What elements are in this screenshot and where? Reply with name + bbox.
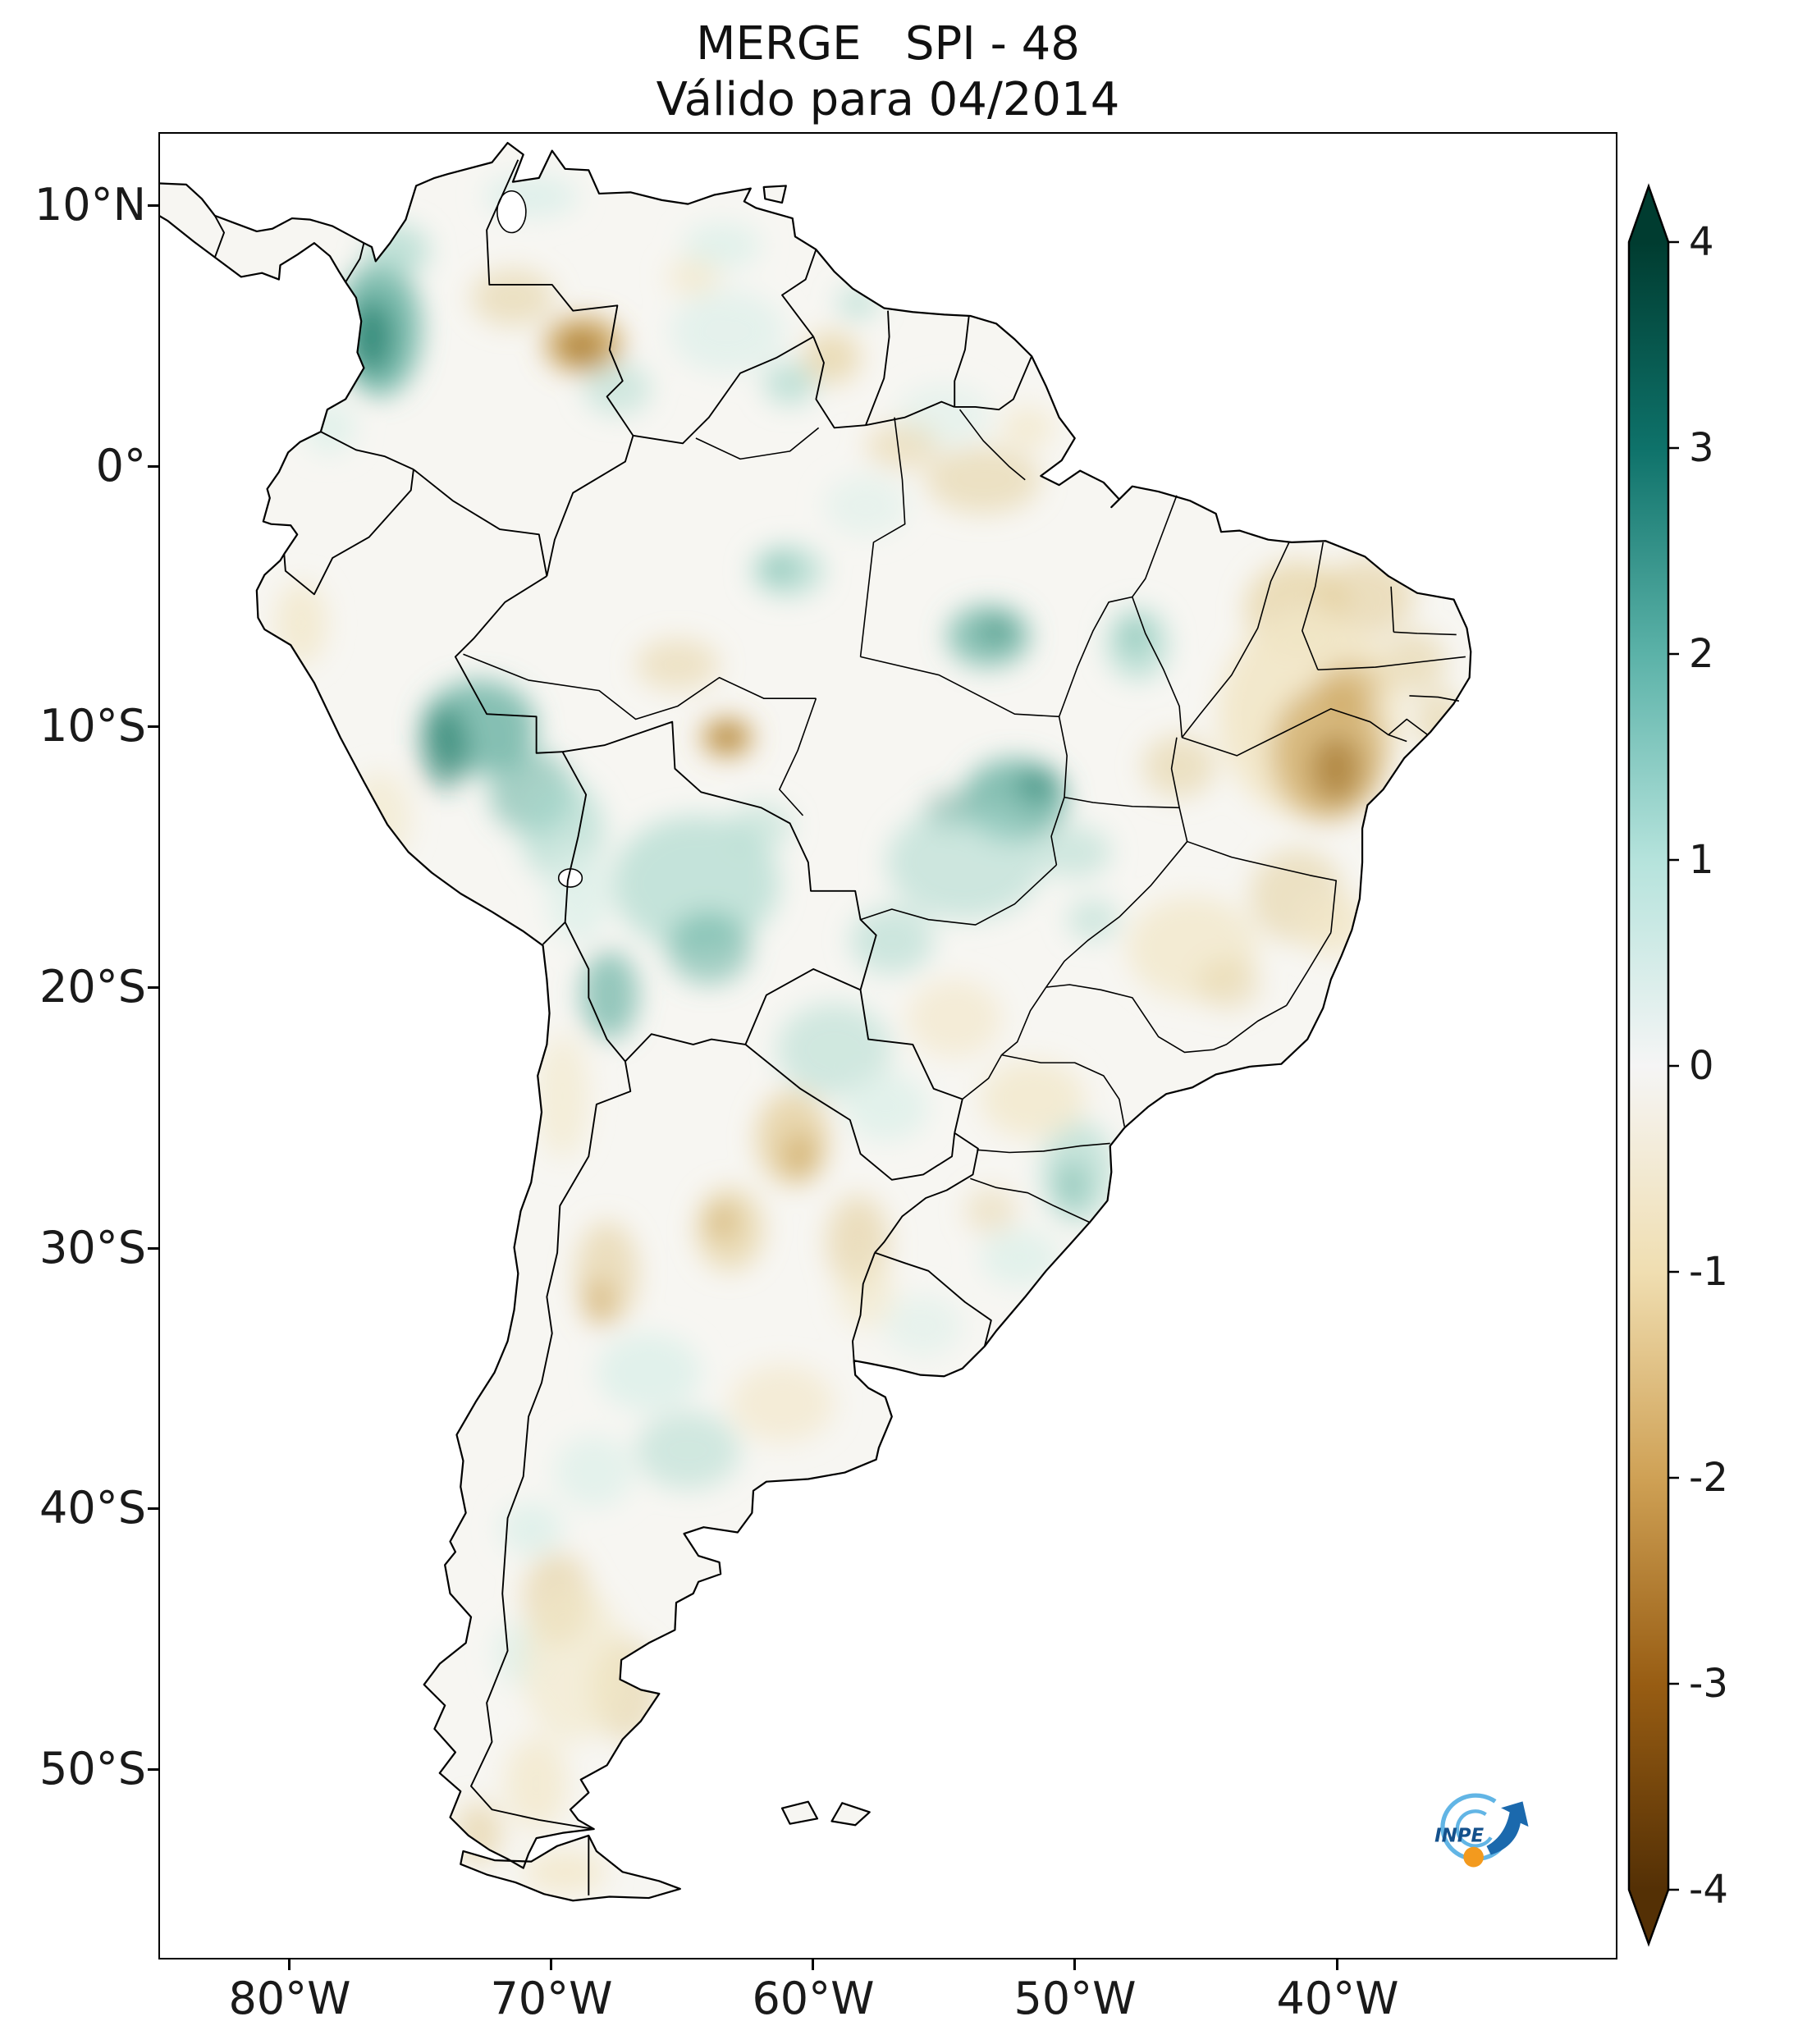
y-tick-label-20s: 20°S xyxy=(39,961,146,1013)
logo-arrow xyxy=(1486,1801,1529,1855)
y-tick-label-30s: 30°S xyxy=(39,1222,146,1273)
cbar-tick-4: 4 xyxy=(1689,219,1714,265)
cbar-tick-m1: -1 xyxy=(1689,1249,1728,1295)
cbar-tick-0: 0 xyxy=(1689,1043,1714,1089)
logo-orange-dot xyxy=(1463,1846,1484,1868)
trinidad-outline xyxy=(762,185,787,204)
tierra-del-fuego-outline xyxy=(460,1834,681,1902)
colorbar: 4 3 2 1 0 -1 -2 -3 -4 xyxy=(1608,168,1798,1973)
colorbar-gradient-body xyxy=(1629,242,1668,1890)
colorbar-under-arrow xyxy=(1629,1890,1668,1944)
spi-field xyxy=(160,143,1471,1901)
logo-inner-swirl xyxy=(1455,1809,1493,1848)
y-axis-tick xyxy=(148,1507,158,1510)
colorbar-graphic: 4 3 2 1 0 -1 -2 -3 -4 xyxy=(1627,183,1728,1947)
y-axis-tick xyxy=(148,1247,158,1250)
chart-title: MERGE SPI - 48 xyxy=(696,17,1080,71)
falkland-east-outline xyxy=(830,1802,871,1827)
logo-text: INPE xyxy=(1434,1826,1484,1847)
colorbar-tick-labels: 4 3 2 1 0 -1 -2 -3 -4 xyxy=(1689,219,1728,1913)
cbar-tick-1: 1 xyxy=(1689,837,1714,883)
x-axis-tick xyxy=(812,1959,814,1970)
x-axis-tick xyxy=(288,1959,291,1970)
south-america-spi-map xyxy=(160,141,1472,1902)
coastline-outlines xyxy=(160,141,1472,1902)
y-axis-tick xyxy=(148,986,158,989)
map-plot-area xyxy=(158,132,1617,1959)
inpe-logo: INPE xyxy=(1410,1786,1533,1876)
x-tick-label-40w: 40°W xyxy=(1276,1973,1399,2024)
country-borders xyxy=(213,159,1033,1895)
x-tick-label-60w: 60°W xyxy=(752,1973,875,2024)
y-tick-label-0: 0° xyxy=(95,440,146,492)
colorbar-tickmarks xyxy=(1668,240,1679,1891)
chart-subtitle: Válido para 04/2014 xyxy=(656,73,1120,126)
y-axis-tick xyxy=(148,1768,158,1771)
lake-maracaibo xyxy=(496,190,527,234)
cbar-tick-m4: -4 xyxy=(1689,1867,1728,1913)
x-axis-tick xyxy=(1336,1959,1338,1970)
x-tick-label-70w: 70°W xyxy=(490,1973,613,2024)
continent-outline xyxy=(160,141,1472,1869)
y-tick-label-50s: 50°S xyxy=(39,1743,146,1795)
y-tick-label-40s: 40°S xyxy=(39,1482,146,1534)
y-axis-tick xyxy=(148,465,158,468)
colorbar-over-arrow xyxy=(1629,186,1668,242)
y-tick-label-10s: 10°S xyxy=(39,700,146,752)
spi-anomaly-blobs xyxy=(275,175,1467,1893)
x-tick-label-50w: 50°W xyxy=(1013,1973,1137,2024)
cbar-tick-3: 3 xyxy=(1689,425,1714,471)
x-axis-tick xyxy=(1073,1959,1076,1970)
y-tick-label-10n: 10°N xyxy=(34,179,146,231)
inpe-logo-graphic: INPE xyxy=(1434,1793,1529,1868)
cbar-tick-2: 2 xyxy=(1689,631,1714,677)
brazil-state-borders xyxy=(463,409,1466,1223)
cbar-tick-m2: -2 xyxy=(1689,1455,1728,1501)
falkland-west-outline xyxy=(780,1800,819,1825)
y-axis-tick xyxy=(148,204,158,207)
x-axis-tick xyxy=(550,1959,552,1970)
x-tick-label-80w: 80°W xyxy=(228,1973,351,2024)
logo-outer-swirl xyxy=(1440,1793,1507,1862)
cbar-tick-m3: -3 xyxy=(1689,1661,1728,1707)
y-axis-tick xyxy=(148,725,158,728)
